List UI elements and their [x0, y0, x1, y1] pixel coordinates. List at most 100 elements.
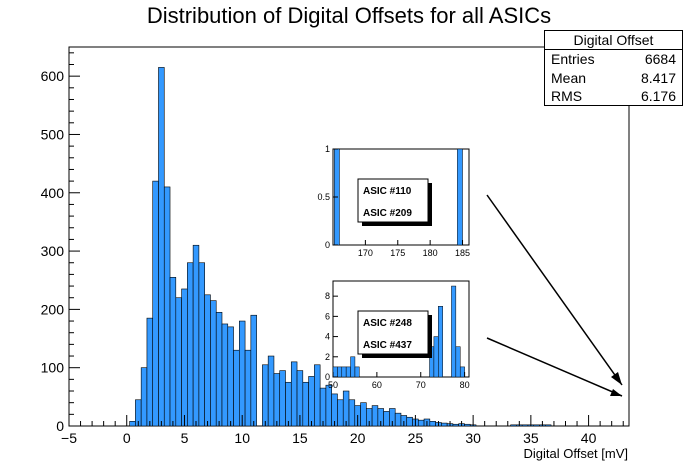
histogram-bar: [302, 381, 309, 427]
y-tick-label: 0: [56, 418, 64, 434]
y-tick-label: 300: [41, 243, 65, 259]
histogram-bar: [394, 412, 402, 427]
histogram-bar: [417, 419, 425, 427]
inset-label-box: [357, 178, 429, 223]
inset-bar: [459, 366, 465, 378]
inset-x-tick-label: 50: [328, 380, 338, 390]
inset-bar: [457, 148, 463, 246]
histogram-bars: [129, 67, 552, 427]
inset-y-tick-label: 0: [325, 372, 330, 382]
histogram-bar: [342, 390, 350, 427]
x-tick-label: 10: [234, 430, 250, 446]
histogram-bar: [210, 300, 217, 427]
histogram-bar: [187, 262, 194, 427]
histogram-bar: [273, 373, 281, 427]
inset-y-tick-label: 8: [325, 291, 330, 301]
inset-bar: [451, 285, 457, 378]
histogram-bar: [233, 349, 240, 427]
histogram-bar: [215, 311, 223, 427]
inset-x-tick-label: 175: [390, 248, 405, 258]
chart-title: Distribution of Digital Offsets for all …: [147, 3, 551, 28]
histogram-bar: [204, 294, 211, 427]
y-tick-label: 200: [41, 301, 65, 317]
histogram-bar: [175, 297, 182, 427]
histogram-bar: [181, 288, 188, 427]
inset-y-tick-label: 0: [325, 240, 330, 250]
stats-row-entries: Entries 6684: [545, 50, 682, 69]
x-tick-label: 40: [581, 430, 597, 446]
stats-box: Digital Offset Entries 6684 Mean 8.417 R…: [544, 30, 683, 106]
histogram-bar: [262, 364, 269, 427]
histogram-bar: [129, 421, 136, 427]
inset-x-tick-label: 70: [416, 380, 426, 390]
inset-bar: [354, 366, 360, 378]
stats-title: Digital Offset: [545, 31, 682, 50]
inset-asic-label: ASIC #110: [363, 186, 412, 197]
stats-label: Mean: [551, 69, 587, 86]
x-tick-label: 15: [292, 430, 308, 446]
inset-bar: [433, 336, 439, 378]
x-axis-label: Digital Offset [mV]: [523, 446, 628, 461]
stats-value: 8.417: [640, 69, 676, 86]
histogram-bar: [510, 424, 517, 427]
inset-y-tick-label: 0.5: [317, 192, 330, 202]
y-tick-label: 100: [41, 360, 65, 376]
inset-bar: [350, 356, 356, 378]
histogram-bar: [406, 416, 413, 427]
histogram-bar: [544, 424, 552, 427]
inset-x-tick-label: 180: [423, 248, 438, 258]
histogram-bar: [314, 364, 321, 427]
x-tick-label: 25: [408, 430, 424, 446]
stats-row-mean: Mean 8.417: [545, 69, 682, 88]
histogram-bar: [163, 186, 171, 427]
histogram-bar: [227, 326, 234, 427]
inset-plot-bottom: 50 60 70 80 0 2 4 6 8 ASIC #248 ASIC #437: [325, 280, 470, 390]
histogram-bar: [360, 402, 367, 427]
stats-label: RMS: [551, 88, 583, 104]
x-tick-label: 20: [350, 430, 366, 446]
inset-x-tick-label: 80: [460, 380, 470, 390]
stats-value: 6684: [644, 51, 676, 67]
histogram-bar: [198, 262, 205, 427]
inset-x-tick-label: 60: [372, 380, 382, 390]
inset-asic-label: ASIC #437: [363, 340, 412, 351]
histogram-bar: [429, 421, 436, 427]
inset-y-tick-label: 4: [325, 332, 330, 342]
inset-bar: [337, 366, 343, 378]
inset-label-box: [357, 310, 429, 355]
y-tick-label: 500: [41, 126, 65, 142]
inset-bar: [438, 306, 443, 378]
histogram-bar: [290, 361, 298, 427]
histogram-bar: [267, 355, 275, 427]
inset-y-tick-label: 6: [325, 311, 330, 321]
inset-asic-label: ASIC #248: [363, 318, 412, 329]
pointer-arrows: [486, 194, 623, 397]
histogram-bar: [221, 323, 229, 427]
histogram-bar: [244, 349, 252, 427]
histogram-bar: [325, 384, 332, 427]
x-tick-label: −5: [61, 430, 77, 446]
histogram-bar: [285, 381, 292, 427]
x-tick-label: 5: [181, 430, 189, 446]
histogram-bar: [452, 423, 459, 427]
inset-x-tick-label: 170: [358, 248, 373, 258]
histogram-bar: [158, 67, 165, 427]
histogram-bar: [533, 424, 540, 427]
histogram-bar: [371, 405, 379, 427]
histogram-bar: [279, 370, 286, 427]
stats-label: Entries: [551, 51, 595, 67]
y-tick-label: 600: [41, 68, 65, 84]
histogram-bar: [169, 277, 177, 427]
histogram-bar: [239, 320, 246, 427]
inset-bar: [341, 366, 347, 378]
histogram-bar: [308, 376, 315, 427]
inset-bar: [332, 366, 338, 378]
x-tick-label: 35: [523, 430, 539, 446]
histogram-bar: [192, 244, 200, 427]
inset-y-tick-label: 1: [325, 144, 330, 154]
histogram-bar: [348, 399, 356, 427]
inset-plot-top: 170 175 180 185 0 0.5 1 ASIC #110 ASIC #209: [317, 144, 470, 258]
inset-bar: [345, 366, 351, 378]
